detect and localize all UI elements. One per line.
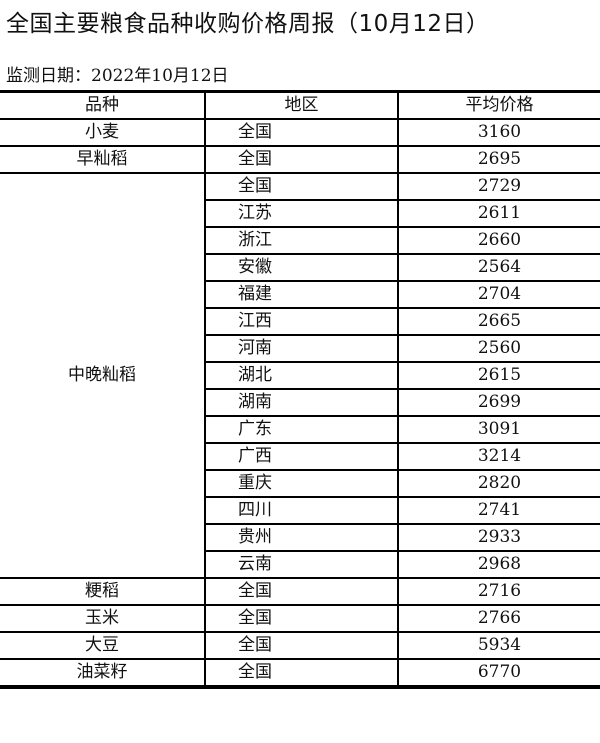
table-row: 云南 2968 <box>0 550 600 579</box>
region-cell: 全国 <box>204 118 399 147</box>
page-title: 全国主要粮食品种收购价格周报（10月12日） <box>6 11 490 37</box>
monitor-date: 监测日期：2022年10月12日 <box>6 66 229 86</box>
header-average-price: 平均价格 <box>397 90 600 120</box>
table-row: 江苏 2611 <box>0 199 600 228</box>
table-row: 玉米 全国 2766 <box>0 604 600 633</box>
price-cell: 2611 <box>397 199 600 228</box>
table-row: 大豆 全国 5934 <box>0 631 600 660</box>
region-cell: 四川 <box>205 496 399 525</box>
price-cell: 2695 <box>397 145 600 174</box>
price-cell: 2741 <box>397 496 600 525</box>
table-row: 贵州 2933 <box>0 523 600 552</box>
variety-cell: 玉米 <box>0 604 206 633</box>
region-cell: 湖北 <box>205 361 399 390</box>
region-cell: 安徽 <box>205 253 399 282</box>
price-cell: 2716 <box>397 577 600 606</box>
table-row: 广东 3091 <box>0 415 600 444</box>
price-cell: 3160 <box>397 118 600 147</box>
price-cell: 2699 <box>397 388 600 417</box>
table-row: 早籼稻 全国 2695 <box>0 145 600 174</box>
table-row: 福建 2704 <box>0 280 600 309</box>
price-cell: 2560 <box>397 334 600 363</box>
table-row: 重庆 2820 <box>0 469 600 498</box>
region-cell: 全国 <box>204 172 399 201</box>
region-cell: 湖南 <box>205 388 399 417</box>
price-cell: 2968 <box>397 550 600 579</box>
region-cell: 河南 <box>205 334 399 363</box>
variety-cell: 小麦 <box>0 118 206 147</box>
price-cell: 2704 <box>397 280 600 309</box>
table-row: 湖南 2699 <box>0 388 600 417</box>
price-cell: 2766 <box>397 604 600 633</box>
price-cell: 2933 <box>397 523 600 552</box>
price-cell: 3091 <box>397 415 600 444</box>
region-cell: 江苏 <box>205 199 399 228</box>
region-cell: 全国 <box>204 604 399 633</box>
variety-cell: 粳稻 <box>0 577 206 606</box>
price-cell: 2729 <box>397 172 600 201</box>
region-cell: 江西 <box>205 307 399 336</box>
table-row: 湖北 2615 <box>0 361 600 390</box>
table-row: 油菜籽 全国 6770 <box>0 658 600 688</box>
table-row: 四川 2741 <box>0 496 600 525</box>
table-row: 江西 2665 <box>0 307 600 336</box>
table-row: 粳稻 全国 2716 <box>0 577 600 606</box>
price-cell: 2820 <box>397 469 600 498</box>
region-cell: 福建 <box>205 280 399 309</box>
price-cell: 2660 <box>397 226 600 255</box>
region-cell: 广东 <box>205 415 399 444</box>
variety-cell: 油菜籽 <box>0 658 206 688</box>
price-cell: 2615 <box>397 361 600 390</box>
price-cell: 3214 <box>397 442 600 471</box>
table-row: 小麦 全国 3160 <box>0 118 600 147</box>
variety-cell: 中晚籼稻 <box>0 172 206 579</box>
table-body: 小麦 全国 3160 早籼稻 全国 2695 中晚籼稻 全国 2729 江苏 2611 浙江 2660 安… <box>0 118 600 688</box>
price-cell: 2564 <box>397 253 600 282</box>
table-row: 安徽 2564 <box>0 253 600 282</box>
price-cell: 2665 <box>397 307 600 336</box>
region-cell: 全国 <box>204 145 399 174</box>
table-header-row: 品种 地区 平均价格 <box>0 90 600 120</box>
table-row: 中晚籼稻 全国 2729 <box>0 172 600 579</box>
region-cell: 贵州 <box>205 523 399 552</box>
region-cell: 广西 <box>205 442 399 471</box>
region-cell: 全国 <box>204 658 399 688</box>
region-cell: 全国 <box>204 577 399 606</box>
table-row: 浙江 2660 <box>0 226 600 255</box>
header-region: 地区 <box>204 90 399 120</box>
table-row: 河南 2560 <box>0 334 600 363</box>
price-table: 品种 地区 平均价格 小麦 全国 3160 早籼稻 全国 2695 中晚籼稻 全国 2729 江苏… <box>0 90 600 689</box>
table-row: 广西 3214 <box>0 442 600 471</box>
region-cell: 云南 <box>205 550 399 579</box>
variety-cell: 大豆 <box>0 631 206 660</box>
price-cell: 6770 <box>397 658 600 688</box>
region-cell: 浙江 <box>205 226 399 255</box>
region-cell: 全国 <box>204 631 399 660</box>
header-variety: 品种 <box>0 90 206 120</box>
region-cell: 重庆 <box>205 469 399 498</box>
variety-cell: 早籼稻 <box>0 145 206 174</box>
price-cell: 5934 <box>397 631 600 660</box>
